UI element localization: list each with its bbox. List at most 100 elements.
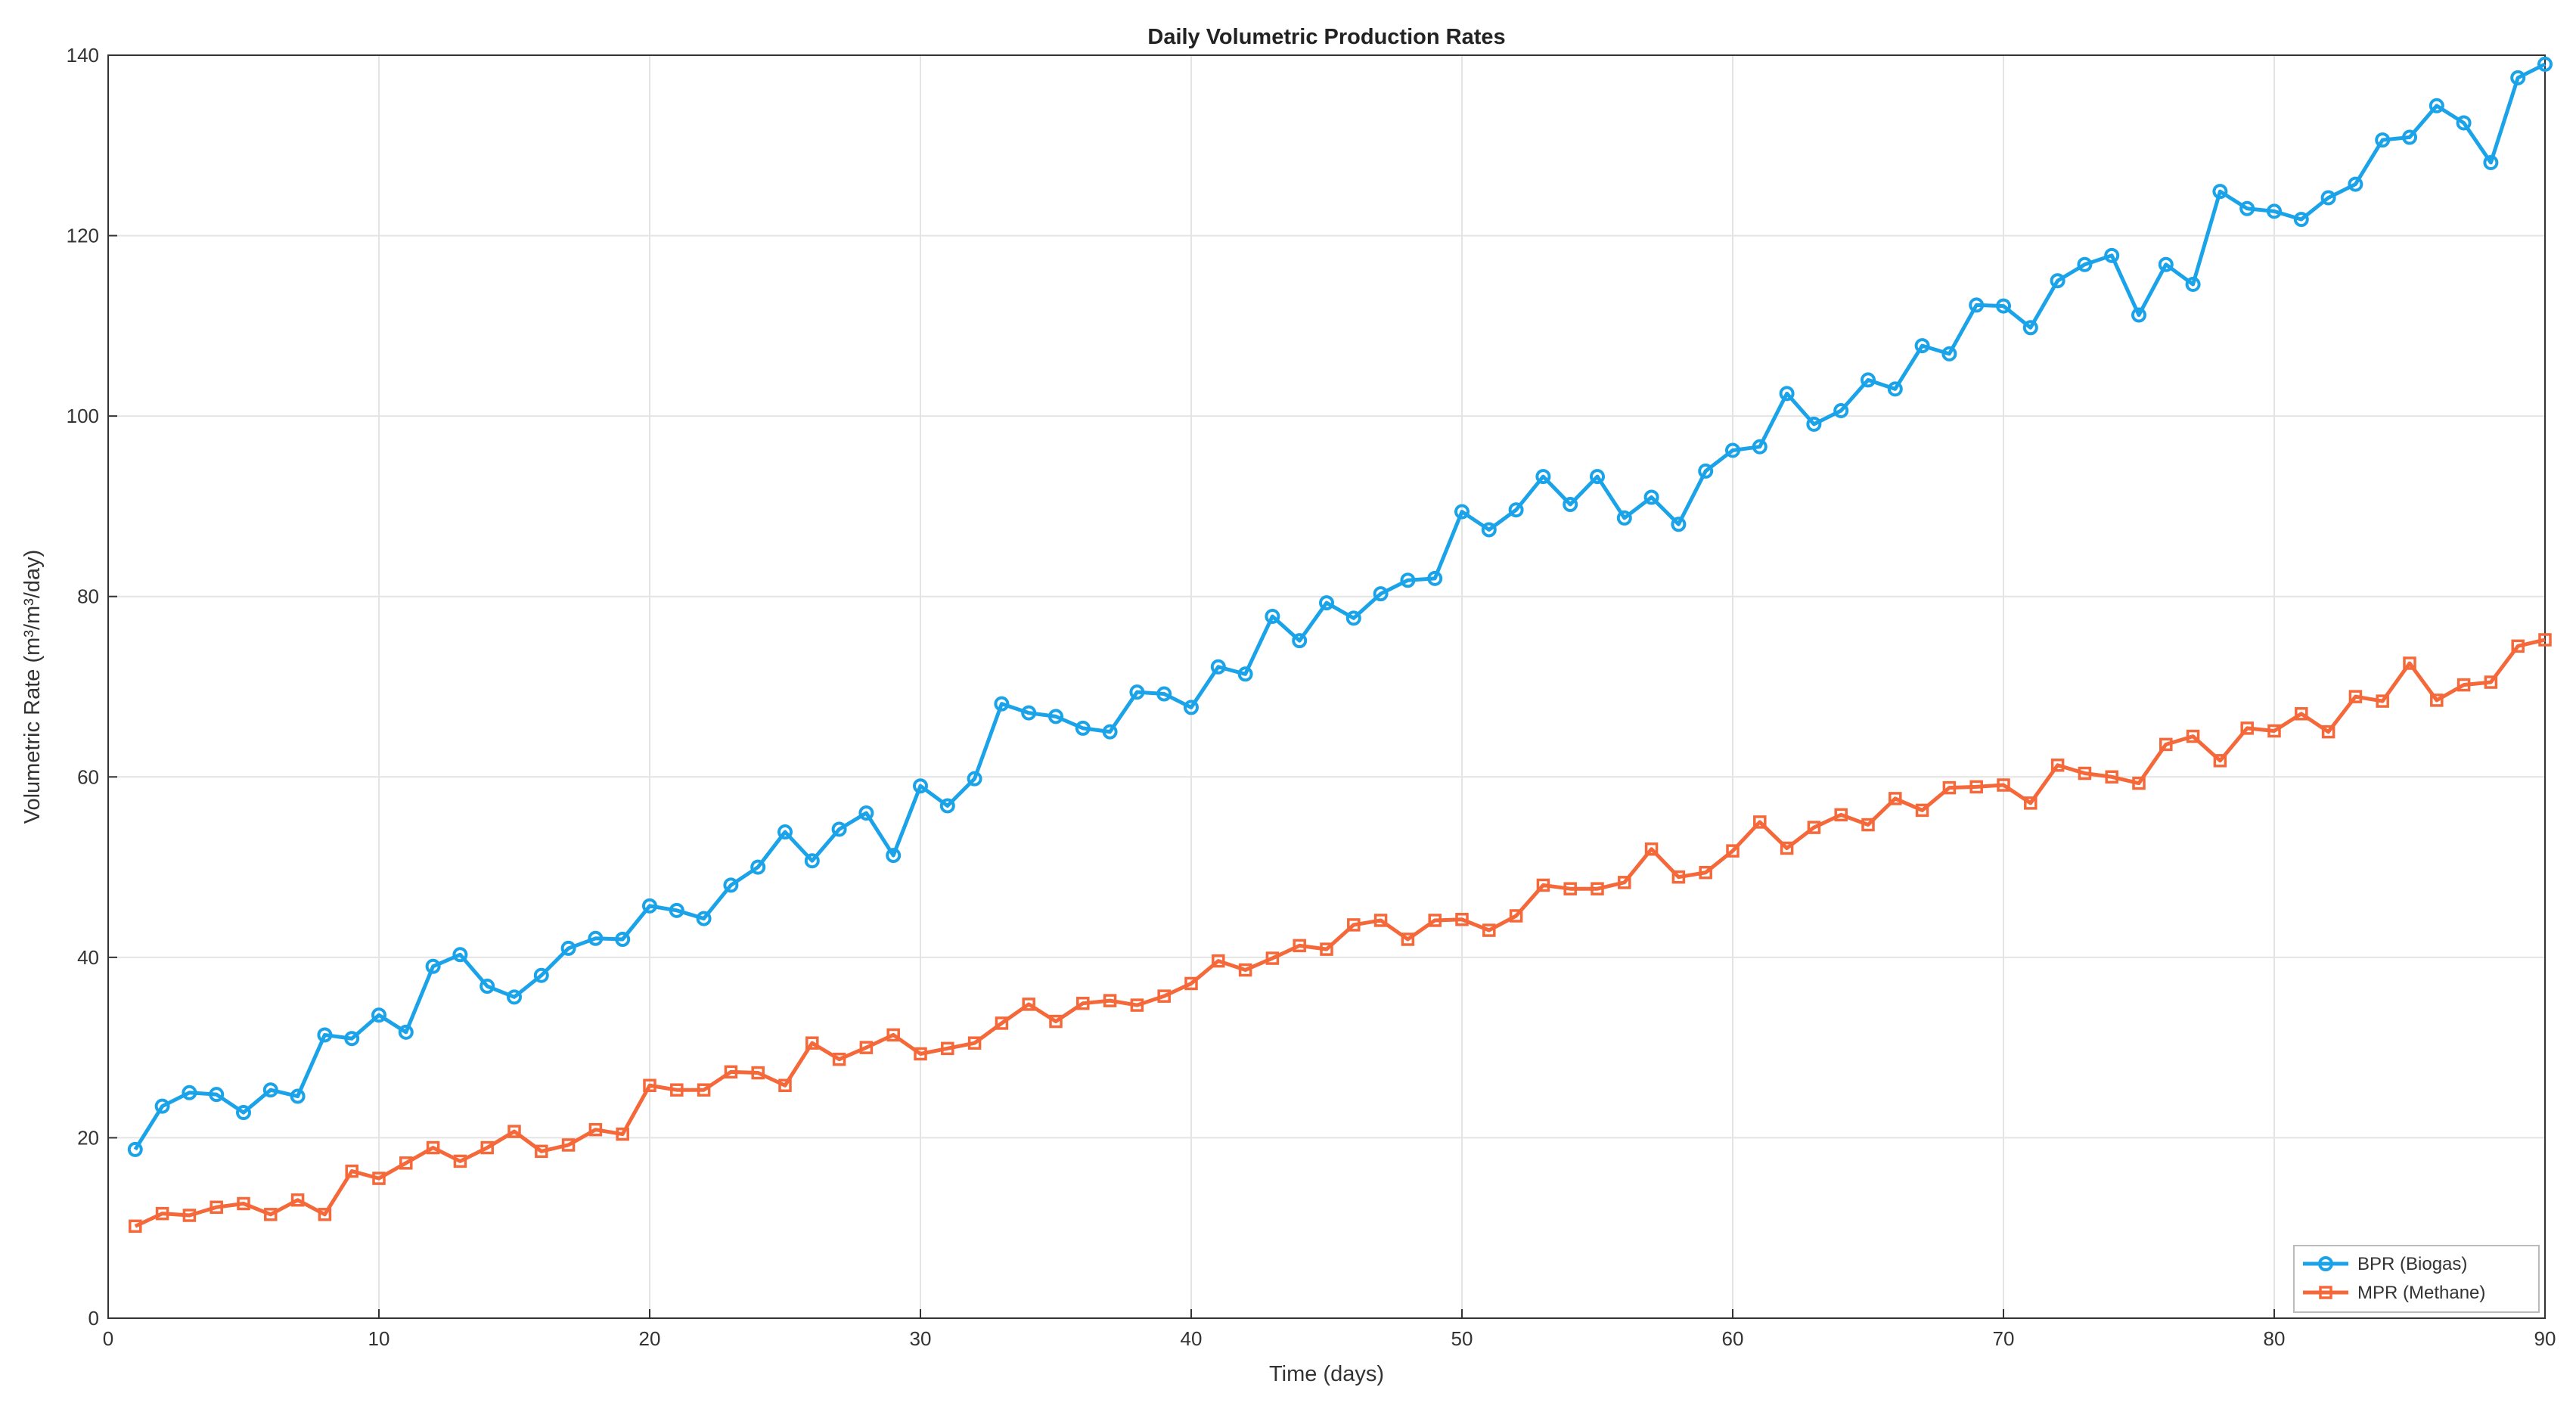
data-point	[1157, 989, 1171, 1003]
data-point	[2429, 98, 2444, 113]
data-point	[2402, 129, 2417, 145]
y-tick-label: 60	[77, 765, 99, 788]
data-point	[1021, 705, 1037, 721]
data-point	[209, 1087, 225, 1103]
x-tick-label: 80	[2264, 1327, 2286, 1350]
tick-labels: 0 10 20 30 40 50 60 70 80 90 0 20 40 60 80 100 120 140	[67, 44, 2556, 1350]
data-point	[1373, 586, 1389, 602]
data-point	[1319, 595, 1334, 611]
data-point	[1481, 522, 1497, 538]
x-tick-label: 30	[910, 1327, 932, 1350]
data-point	[588, 930, 604, 946]
data-point	[507, 1125, 521, 1138]
legend-label: BPR (Biogas)	[2357, 1254, 2467, 1274]
data-point	[344, 1031, 360, 1047]
x-tick-label: 70	[1993, 1327, 2015, 1350]
y-tick-label: 100	[67, 405, 99, 427]
data-point	[1048, 709, 1063, 725]
y-tick-label: 80	[77, 585, 99, 608]
data-point	[859, 1041, 874, 1054]
data-point	[995, 1016, 1009, 1030]
data-point	[994, 696, 1010, 712]
x-tick-label: 10	[368, 1327, 390, 1350]
data-point	[1482, 923, 1496, 937]
data-point	[1590, 469, 1605, 485]
data-point	[2077, 256, 2093, 272]
data-point	[1536, 878, 1550, 892]
data-point	[371, 1007, 386, 1023]
data-point	[1807, 821, 1821, 834]
grid-lines	[107, 54, 2546, 1319]
data-point	[154, 1098, 170, 1114]
data-point	[1725, 442, 1740, 458]
x-tick-label: 90	[2534, 1327, 2556, 1350]
data-point	[1156, 686, 1172, 702]
data-point	[2321, 725, 2335, 739]
data-point	[1834, 808, 1848, 822]
data-point	[1184, 700, 1199, 715]
legend-box	[2293, 1245, 2540, 1313]
data-point	[1293, 939, 1306, 953]
y-tick-label: 120	[67, 225, 99, 247]
data-point	[1401, 932, 1415, 946]
data-point	[831, 821, 847, 837]
data-point	[2213, 754, 2227, 768]
data-point	[318, 1208, 332, 1221]
data-point	[724, 1065, 738, 1079]
x-tick-label: 20	[639, 1327, 661, 1350]
data-point	[1780, 841, 1794, 855]
data-point	[236, 1105, 251, 1121]
data-point	[2158, 256, 2174, 272]
data-series	[127, 56, 2553, 1233]
data-point	[535, 1144, 548, 1159]
data-point	[1726, 844, 1740, 858]
data-point	[290, 1088, 306, 1104]
data-point	[507, 989, 522, 1005]
data-point	[182, 1209, 197, 1222]
data-point	[1237, 666, 1253, 682]
data-point	[1265, 608, 1280, 624]
data-point	[1102, 724, 1118, 740]
data-point	[1455, 913, 1469, 926]
x-tick-label: 60	[1722, 1327, 1744, 1350]
x-axis-label: Time (days)	[1269, 1362, 1384, 1386]
data-point	[2159, 737, 2173, 752]
data-point	[2267, 724, 2281, 738]
data-point	[262, 1082, 278, 1098]
data-point	[345, 1164, 358, 1178]
data-point	[939, 798, 955, 814]
data-point	[1265, 951, 1280, 965]
data-point	[480, 979, 495, 995]
data-point	[804, 853, 820, 869]
data-point	[832, 1052, 846, 1066]
data-point	[1373, 914, 1388, 927]
data-point	[696, 911, 712, 926]
data-point	[886, 848, 902, 864]
data-point	[886, 1028, 900, 1042]
data-point	[1320, 942, 1333, 956]
data-point	[1671, 517, 1687, 532]
data-point	[1889, 792, 1902, 805]
data-point	[1427, 570, 1443, 586]
data-point	[2078, 766, 2092, 780]
data-point	[1833, 402, 1849, 418]
data-point	[1887, 381, 1903, 397]
data-point	[2186, 729, 2200, 743]
data-point	[1130, 998, 1144, 1012]
data-point	[1292, 633, 1308, 649]
series-bpr-biogas	[127, 56, 2553, 1157]
data-point	[914, 1047, 927, 1061]
data-point	[1969, 297, 1985, 313]
data-point	[2511, 639, 2525, 653]
data-point	[2240, 721, 2254, 735]
data-point	[1618, 876, 1631, 889]
data-point	[533, 967, 549, 983]
data-point	[2348, 690, 2363, 703]
data-point	[1049, 1014, 1063, 1029]
data-point	[1238, 963, 1252, 977]
data-point	[2050, 273, 2065, 289]
data-point	[2022, 320, 2038, 336]
data-point	[1563, 497, 1578, 513]
data-point	[1915, 803, 1929, 818]
y-tick-label: 0	[88, 1307, 99, 1330]
